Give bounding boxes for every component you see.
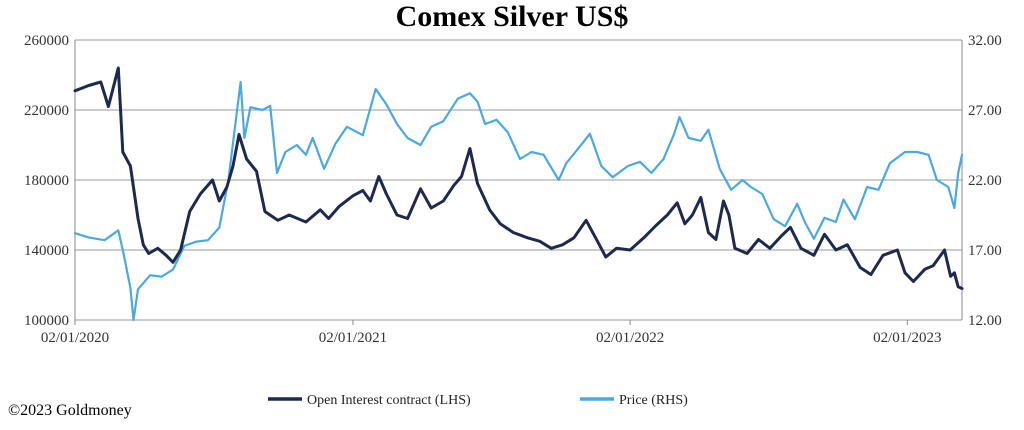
legend-label: Open Interest contract (LHS) bbox=[307, 393, 471, 408]
right-tick-label: 27.00 bbox=[968, 103, 1002, 119]
x-tick-label: 02/01/2020 bbox=[41, 330, 109, 346]
series-line-price bbox=[73, 80, 964, 322]
gridlines bbox=[75, 39, 962, 321]
left-tick-label: 180000 bbox=[24, 173, 69, 189]
left-tick-label: 140000 bbox=[24, 243, 69, 259]
right-tick-label: 32.00 bbox=[968, 33, 1002, 49]
series-layer bbox=[73, 66, 964, 322]
right-axis-ticks: 12.00 17.00 22.00 27.00 32.00 bbox=[968, 33, 1002, 329]
x-axis-ticks: 02/01/2020 02/01/2021 02/01/2022 02/01/2023 bbox=[41, 320, 941, 346]
legend-label: Price (RHS) bbox=[619, 393, 688, 408]
x-tick-label: 02/01/2021 bbox=[319, 330, 387, 346]
left-tick-label: 220000 bbox=[24, 103, 69, 119]
axes bbox=[74, 40, 963, 320]
chart-title: Comex Silver US$ bbox=[396, 0, 629, 33]
left-tick-label: 260000 bbox=[24, 33, 69, 49]
right-tick-label: 17.00 bbox=[968, 243, 1002, 259]
right-tick-label: 22.00 bbox=[968, 173, 1002, 189]
left-tick-label: 100000 bbox=[24, 313, 69, 329]
legend: Open Interest contract (LHS) Price (RHS) bbox=[268, 393, 688, 408]
copyright-text: ©2023 Goldmoney bbox=[8, 402, 132, 419]
x-tick-label: 02/01/2022 bbox=[596, 330, 664, 346]
series-line-open-interest bbox=[73, 66, 964, 290]
right-tick-label: 12.00 bbox=[968, 313, 1002, 329]
x-tick-label: 02/01/2023 bbox=[873, 330, 941, 346]
left-axis-ticks: 100000 140000 180000 220000 260000 bbox=[24, 33, 69, 329]
